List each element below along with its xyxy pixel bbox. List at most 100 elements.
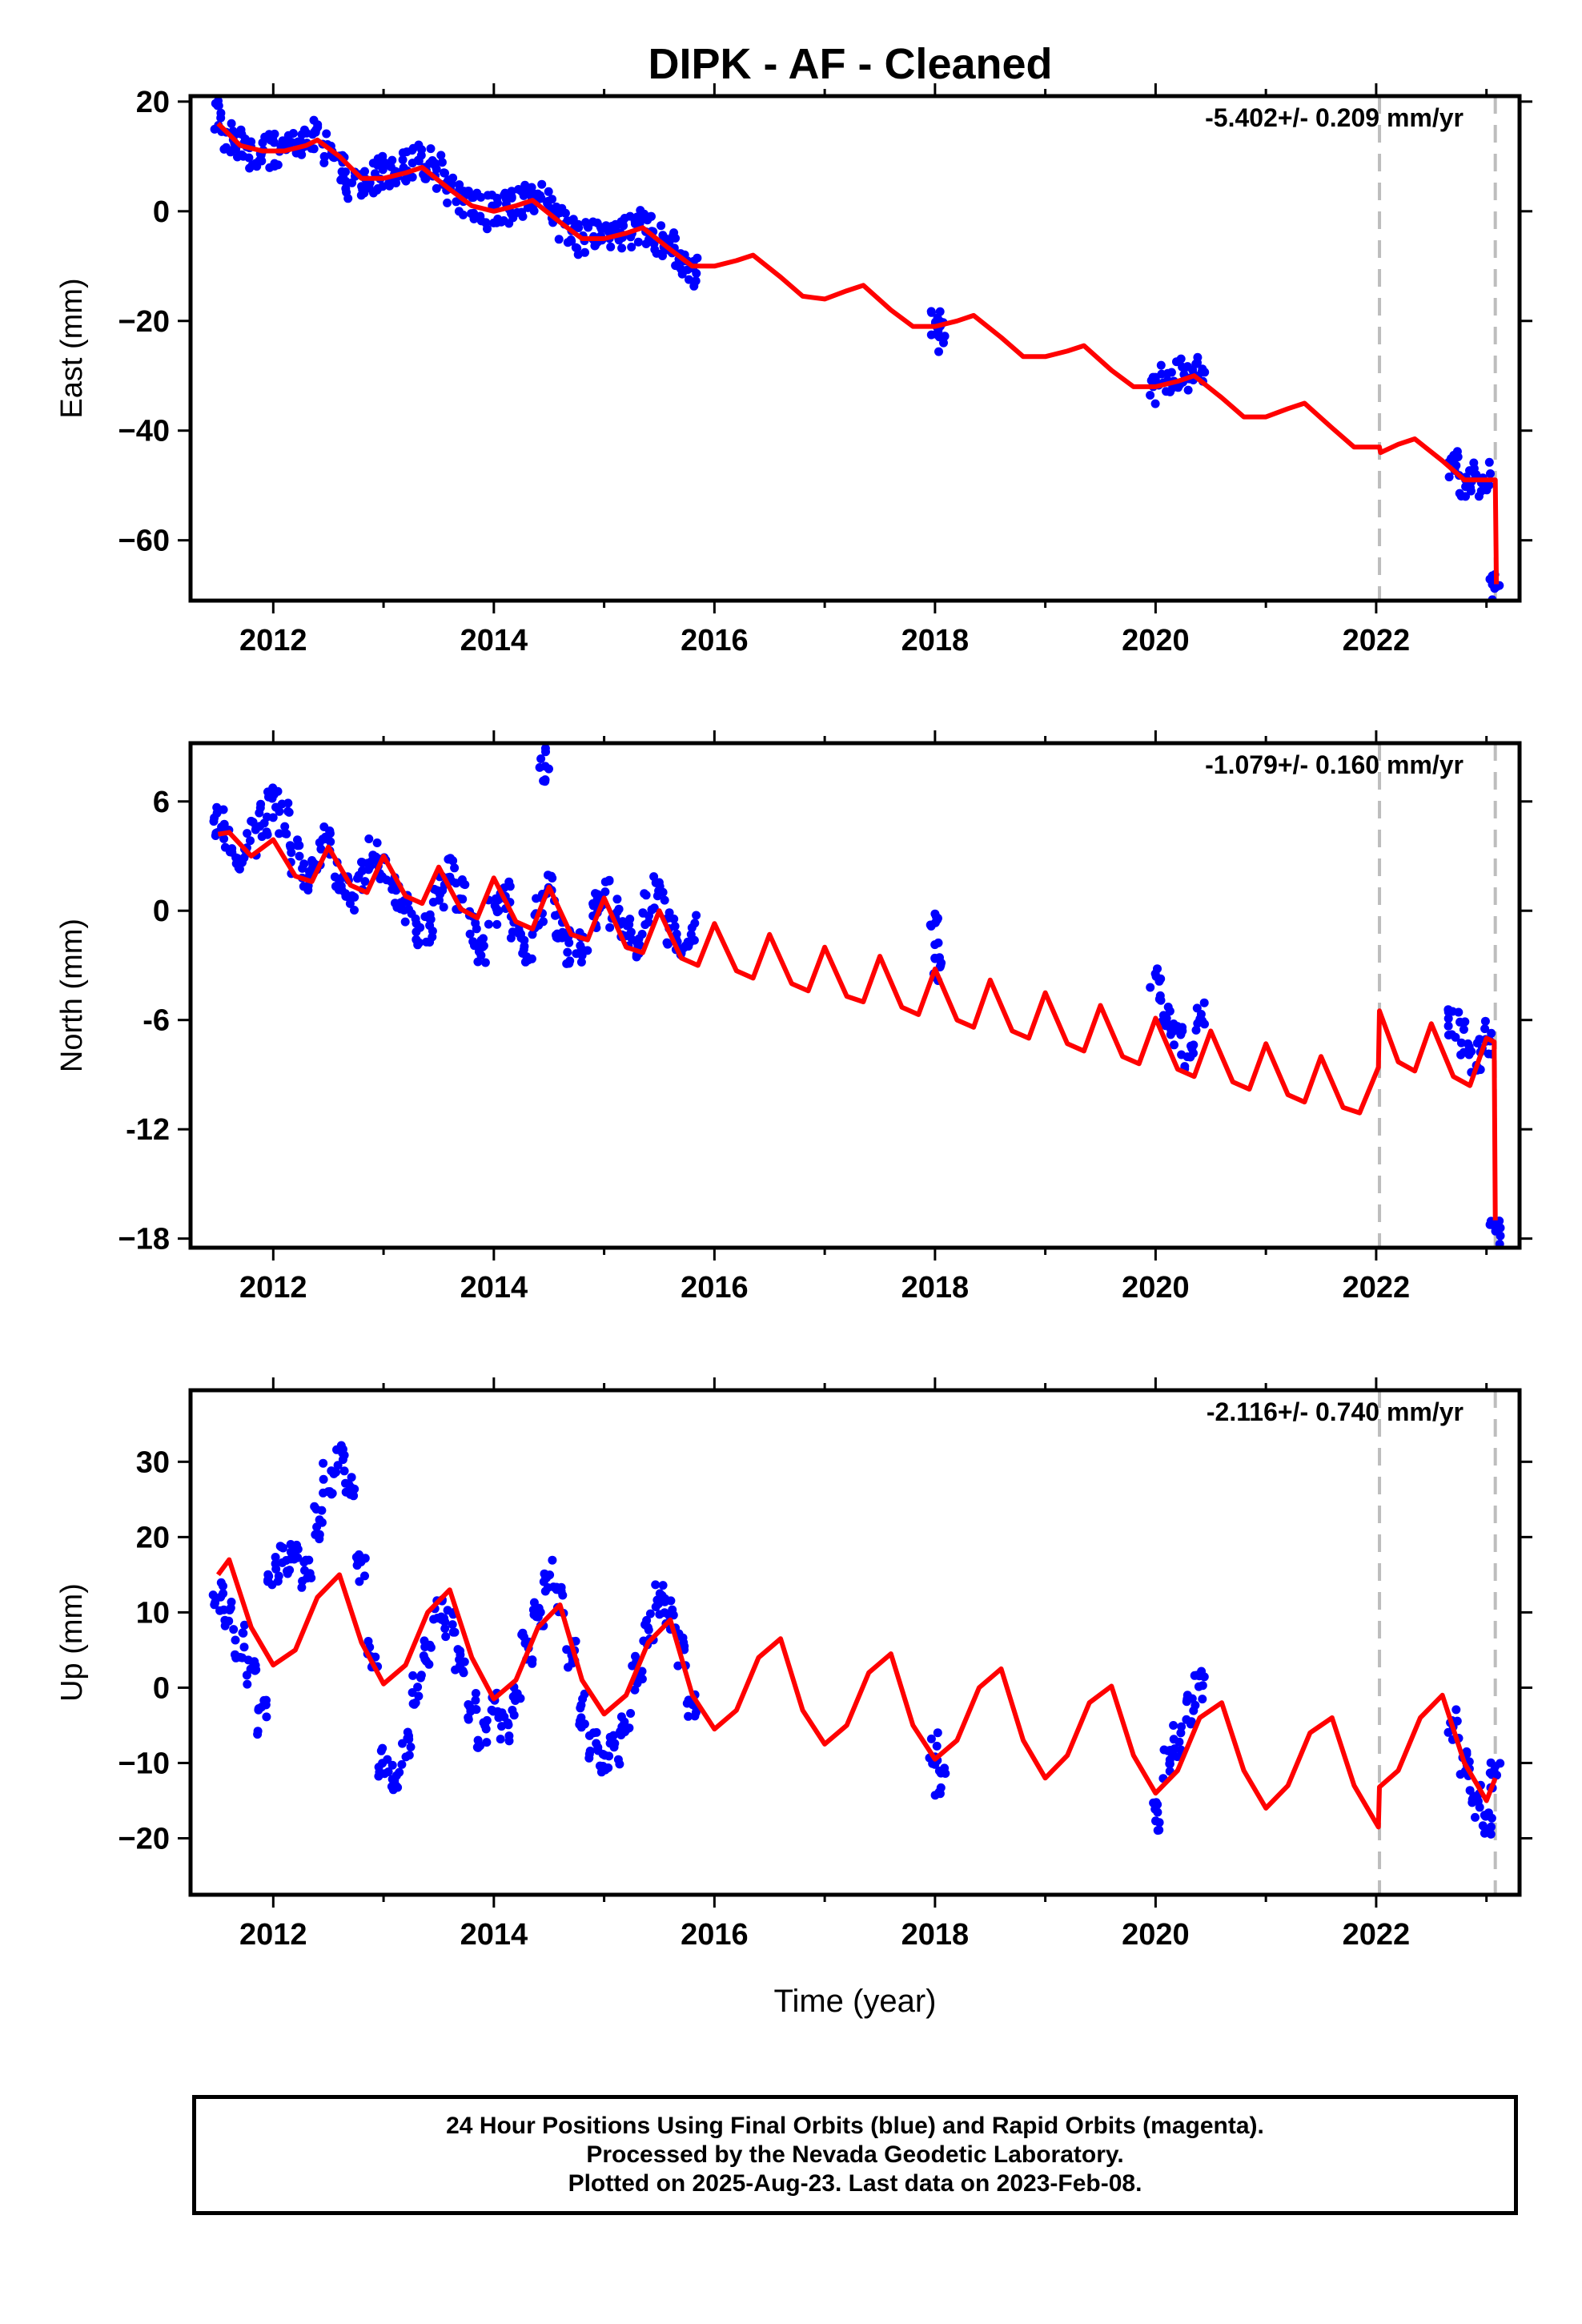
data-point	[1480, 1024, 1490, 1034]
data-point	[219, 834, 229, 843]
data-point	[576, 1703, 585, 1713]
data-point	[283, 1566, 291, 1576]
data-point	[535, 762, 544, 772]
data-point	[1154, 976, 1164, 986]
data-point	[673, 1661, 683, 1671]
data-point	[644, 1625, 653, 1634]
data-point	[404, 1751, 414, 1760]
y-tick-label: −60	[118, 525, 170, 558]
data-point	[416, 923, 425, 932]
data-point	[333, 1461, 343, 1470]
data-point	[459, 1668, 468, 1678]
data-point	[1169, 1019, 1178, 1028]
data-point	[1182, 1697, 1191, 1707]
x-tick-label: 2020	[1122, 624, 1190, 657]
data-point	[1486, 1758, 1496, 1767]
data-point	[413, 940, 423, 950]
data-point	[360, 1554, 370, 1563]
x-tick-label: 2012	[239, 1271, 307, 1305]
data-point	[536, 191, 545, 200]
chart-panels: 2012 2014 2016 2018 2020 2022 20 0 −20 −40 −60 East…	[55, 83, 1532, 1952]
data-point	[216, 108, 226, 118]
data-point	[1480, 1016, 1490, 1026]
data-point	[398, 155, 408, 164]
data-point	[216, 1578, 226, 1587]
data-point	[588, 899, 598, 908]
data-point	[673, 261, 682, 271]
data-point	[1478, 1821, 1488, 1831]
data-point	[243, 829, 252, 838]
data-point	[562, 1645, 572, 1655]
data-point	[541, 747, 550, 757]
data-point	[573, 250, 583, 259]
data-point	[540, 777, 550, 786]
data-point	[590, 241, 600, 251]
data-point	[585, 1747, 595, 1755]
data-point	[1183, 385, 1193, 395]
data-point	[1456, 1038, 1466, 1047]
data-point	[375, 1767, 384, 1777]
data-point	[257, 1703, 267, 1712]
y-tick-label: 6	[153, 786, 170, 819]
panel-2: 2012 2014 2016 2018 2020 2022 30 20 10 0 −10 −20 Up …	[55, 1377, 1532, 1952]
data-point	[580, 247, 589, 257]
data-point	[578, 1695, 588, 1703]
data-point	[592, 1727, 601, 1737]
data-point	[1466, 486, 1476, 496]
rate-annotation: -5.402+/- 0.209 mm/yr	[1205, 103, 1464, 132]
x-tick-label: 2018	[901, 1271, 970, 1305]
data-point	[614, 904, 624, 914]
data-point	[270, 162, 279, 171]
data-point	[1444, 472, 1454, 482]
data-point	[242, 1671, 251, 1680]
data-point	[286, 1554, 295, 1564]
data-point	[536, 754, 546, 763]
data-point	[1146, 391, 1155, 400]
data-point	[645, 1609, 655, 1618]
data-point	[428, 932, 437, 942]
data-point	[1176, 1030, 1186, 1039]
data-point	[363, 1637, 373, 1646]
data-point	[292, 1540, 301, 1550]
data-point	[408, 1671, 418, 1680]
data-point	[378, 1743, 387, 1753]
panel-frame	[188, 741, 1522, 1250]
data-point	[930, 940, 940, 950]
data-point	[573, 219, 583, 229]
data-point	[658, 248, 667, 258]
data-point	[1161, 1021, 1170, 1031]
data-point	[935, 963, 945, 971]
data-point	[563, 238, 572, 247]
data-point	[1456, 492, 1466, 501]
data-point	[692, 268, 701, 278]
data-point	[480, 958, 490, 967]
data-point	[638, 908, 648, 918]
data-point	[263, 1577, 272, 1586]
y-tick-label: 10	[136, 1596, 170, 1630]
y-axis-label: East (mm)	[55, 278, 89, 418]
data-point	[322, 129, 331, 139]
data-point	[1151, 1816, 1160, 1826]
data-point	[1454, 1007, 1464, 1017]
data-point	[1163, 1003, 1173, 1011]
data-point	[1456, 1017, 1464, 1027]
x-tick-label: 2014	[460, 624, 528, 657]
data-point	[440, 1624, 450, 1633]
data-point	[413, 1683, 423, 1692]
panel-frame	[188, 1388, 1522, 1897]
data-point	[598, 1750, 608, 1759]
data-point	[297, 130, 307, 139]
data-point	[458, 895, 468, 904]
data-point	[440, 1617, 450, 1626]
data-point	[312, 1522, 322, 1532]
data-point	[255, 156, 264, 166]
data-point	[1443, 1031, 1453, 1039]
data-point	[687, 923, 697, 932]
x-tick-label: 2022	[1343, 1271, 1411, 1305]
data-point	[1198, 364, 1207, 374]
data-point	[1182, 1715, 1191, 1724]
data-point	[1453, 452, 1463, 461]
chart-title: DIPK - AF - Cleaned	[648, 40, 1052, 88]
data-point	[253, 1727, 263, 1736]
